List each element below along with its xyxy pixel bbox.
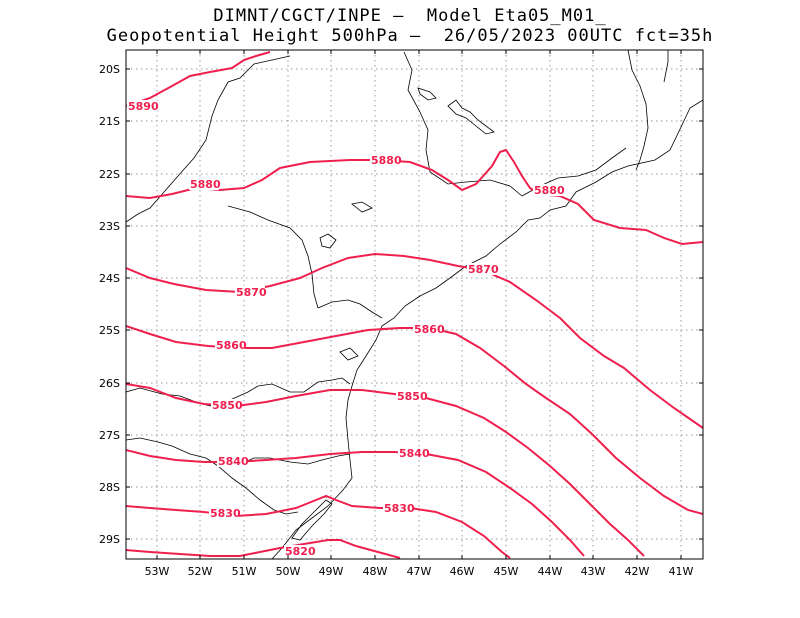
contour-label: 5820	[285, 545, 316, 558]
contour-5820	[126, 539, 401, 559]
contour-label: 5850	[397, 390, 428, 403]
y-axis	[126, 68, 703, 540]
plot-frame	[125, 49, 704, 560]
contour-label: 5870	[236, 286, 267, 299]
contour-label: 5880	[534, 184, 565, 197]
contour-5870	[126, 252, 703, 429]
x-tick-label: 43W	[581, 565, 606, 578]
state-border	[627, 50, 649, 171]
reservoir	[447, 99, 495, 135]
x-axis	[156, 50, 682, 559]
reservoir	[351, 201, 373, 213]
y-tick-label: 29S	[99, 533, 120, 546]
lagoon	[291, 499, 333, 541]
x-tick-label: 41W	[669, 565, 694, 578]
state-border	[126, 437, 299, 515]
contour-5890	[126, 51, 271, 107]
x-tick-label: 48W	[363, 565, 388, 578]
reservoir	[319, 233, 337, 249]
x-tick-label: 46W	[450, 565, 475, 578]
x-tick-label: 45W	[494, 565, 519, 578]
x-tick-label: 47W	[407, 565, 432, 578]
x-tick-label: 51W	[232, 565, 257, 578]
x-tick-label: 52W	[188, 565, 213, 578]
state-border	[126, 55, 291, 223]
contour-label: 5840	[399, 447, 430, 460]
contour-label: 5840	[218, 455, 249, 468]
coastline	[271, 99, 703, 559]
x-tick-label: 53W	[145, 565, 170, 578]
contour-5840	[126, 449, 585, 557]
y-tick-label: 28S	[99, 481, 120, 494]
contour-labels: 5890 5880 5880 5880 5870 5870 5860 5860 …	[127, 100, 565, 558]
state-border	[257, 377, 351, 393]
map-title-line2: Geopotential Height 500hPa – 26/05/2023 …	[106, 26, 714, 46]
contour-label: 5880	[190, 178, 221, 191]
y-tick-label: 26S	[99, 377, 120, 390]
state-border	[403, 51, 523, 197]
contour-label: 5860	[414, 323, 445, 336]
state-border	[317, 299, 383, 319]
y-tick-label: 22S	[99, 168, 120, 181]
map-boundaries	[126, 50, 703, 559]
y-tick-label: 20S	[99, 63, 120, 76]
x-tick-label: 42W	[625, 565, 650, 578]
grid	[126, 50, 703, 559]
x-tick-label: 50W	[276, 565, 301, 578]
contour-5830	[126, 494, 511, 559]
y-tick-label: 21S	[99, 115, 120, 128]
contour-label: 5830	[384, 502, 415, 515]
y-tick-label: 23S	[99, 220, 120, 233]
state-border	[663, 50, 669, 83]
contour-label: 5850	[212, 399, 243, 412]
contour-5860	[126, 325, 703, 515]
reservoir	[339, 347, 359, 361]
x-tick-labels: 53W 52W 51W 50W 49W 48W 47W 46W 45W 44W …	[145, 565, 694, 578]
reservoir	[417, 87, 437, 101]
x-tick-label: 49W	[319, 565, 344, 578]
map-title-line1: DIMNT/CGCT/INPE – Model Eta05_M01_	[213, 6, 607, 26]
state-border	[227, 205, 319, 309]
y-tick-label: 27S	[99, 429, 120, 442]
contour-label: 5860	[216, 339, 247, 352]
state-border	[235, 453, 351, 467]
contour-5850	[126, 383, 645, 557]
y-tick-labels: 20S 21S 22S 23S 24S 25S 26S 27S 28S 29S	[99, 63, 120, 546]
contour-5880	[126, 148, 703, 246]
x-tick-label: 44W	[538, 565, 563, 578]
contours	[126, 51, 703, 559]
contour-label: 5890	[128, 100, 159, 113]
y-tick-label: 24S	[99, 272, 120, 285]
y-tick-label: 25S	[99, 324, 120, 337]
contour-label: 5880	[371, 154, 402, 167]
contour-label: 5830	[210, 507, 241, 520]
contour-label: 5870	[468, 263, 499, 276]
